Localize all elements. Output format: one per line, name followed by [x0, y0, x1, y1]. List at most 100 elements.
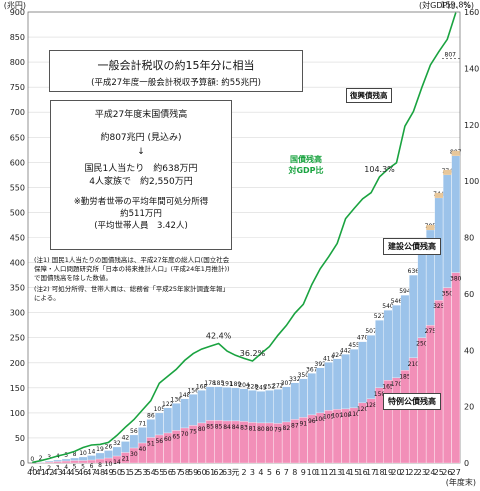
bar-construction	[298, 378, 308, 418]
x-tick-label: 23	[417, 468, 427, 477]
x-tick-label: 4	[258, 468, 263, 477]
right-tick-label: 120	[464, 121, 479, 130]
bar-recovery	[426, 224, 435, 230]
total-value-label: 2	[39, 455, 43, 462]
total-value-label: 19	[96, 446, 104, 453]
special-value-label: 85	[215, 423, 223, 430]
left-tick-label: 700	[10, 108, 25, 117]
bar-special	[392, 377, 401, 464]
bar-construction	[171, 403, 181, 431]
bar-construction	[442, 174, 452, 288]
right-tick-label: 80	[464, 234, 474, 243]
x-tick-label: 60	[197, 468, 207, 477]
ratio-annotation: 159.8%	[441, 1, 472, 10]
bar-construction	[400, 294, 410, 371]
bar-construction	[222, 387, 232, 422]
label-construction: 建設公債残高	[383, 238, 441, 255]
special-value-label: 325	[433, 303, 445, 310]
special-value-label: 2	[47, 465, 51, 472]
x-tick-label: 9	[301, 468, 306, 477]
x-tick-label: 63	[222, 468, 232, 477]
total-value-label: 527	[374, 313, 386, 320]
special-value-label: 87	[291, 422, 299, 429]
total-value-label: 636	[408, 268, 420, 275]
special-value-label: 30	[130, 451, 138, 458]
total-value-label: 122	[162, 401, 174, 408]
special-value-label: 84	[223, 424, 231, 431]
x-tick-label: 17	[366, 468, 376, 477]
special-value-label: 56	[155, 438, 163, 445]
total-value-label: 71	[139, 420, 147, 427]
x-tick-label: 12	[324, 468, 334, 477]
special-value-label: 350	[442, 291, 454, 298]
total-value-label: 367	[306, 366, 318, 373]
special-value-label: 80	[257, 426, 265, 433]
bar-special	[53, 461, 62, 464]
special-value-label: 128	[365, 402, 377, 409]
bar-construction	[154, 412, 164, 436]
right-tick-label: 160	[464, 8, 479, 17]
total-value-label: 0	[30, 456, 34, 463]
total-value-label: 546	[391, 298, 403, 305]
right-axis-unit: (対GDP比、%)	[419, 0, 474, 10]
special-value-label: 108	[340, 412, 352, 419]
special-value-label: 110	[348, 411, 360, 418]
x-tick-label: 26	[442, 468, 452, 477]
bar-construction	[78, 456, 88, 461]
summary-income-value: 約511万円	[120, 209, 162, 219]
x-tick-label: 13	[332, 468, 342, 477]
total-value-label: 32	[113, 440, 121, 447]
special-value-label: 6	[90, 463, 94, 470]
left-tick-label: 850	[10, 33, 25, 42]
total-value-label: 3	[47, 454, 51, 461]
right-tick-label: 20	[464, 403, 474, 412]
special-value-label: 5	[81, 463, 85, 470]
total-value-label: 56	[130, 428, 138, 435]
total-value-label: 245	[255, 384, 267, 391]
bar-recovery	[434, 192, 443, 198]
special-value-label: 65	[172, 433, 180, 440]
summary-title: 平成27年度末国債残高	[94, 110, 188, 120]
total-value-label: 136	[171, 396, 183, 403]
x-tick-label: 19	[383, 468, 393, 477]
total-value-label: 178	[204, 380, 216, 387]
left-tick-label: 350	[10, 284, 25, 293]
bar-construction	[451, 155, 461, 273]
special-value-label: 185	[399, 373, 411, 380]
summary-arrow: ↓	[137, 147, 145, 157]
x-tick-label: 27	[451, 468, 461, 477]
bar-construction	[358, 341, 367, 404]
x-tick-label: 47	[86, 468, 96, 477]
x-tick-label: 58	[180, 468, 190, 477]
left-axis-unit: (兆円)	[4, 0, 26, 10]
special-value-label: 275	[425, 328, 437, 335]
total-value-label: 470	[357, 335, 369, 342]
special-value-label: 80	[266, 426, 274, 433]
bar-recovery	[451, 150, 460, 156]
summary-household: (平均世帯人員 3.42人)	[94, 221, 188, 231]
special-value-label: 210	[408, 361, 420, 368]
total-value-label: 413	[323, 355, 335, 362]
total-value-label: 540	[382, 303, 394, 310]
total-value-label: 272	[272, 382, 284, 389]
special-value-label: 81	[249, 425, 257, 432]
x-tick-label: 18	[374, 468, 384, 477]
bar-construction	[104, 450, 113, 459]
right-tick-label: 60	[464, 290, 474, 299]
total-value-label: 252	[264, 383, 276, 390]
bar-construction	[231, 387, 240, 422]
bar-construction	[392, 304, 401, 378]
special-value-label: 40	[139, 446, 147, 453]
total-value-label: 204	[238, 382, 250, 389]
ratio-annotation: 36.2%	[240, 349, 266, 358]
x-tick-label: 25	[434, 468, 444, 477]
total-value-label: 392	[315, 361, 327, 368]
bar-construction	[44, 460, 54, 463]
x-tick-label: 43	[53, 468, 63, 477]
left-tick-label: 900	[10, 8, 25, 17]
bar-construction	[332, 358, 342, 410]
bar-special	[409, 357, 418, 464]
bar-construction	[349, 349, 359, 409]
bar-construction	[138, 427, 147, 444]
left-tick-label: 250	[10, 334, 25, 343]
